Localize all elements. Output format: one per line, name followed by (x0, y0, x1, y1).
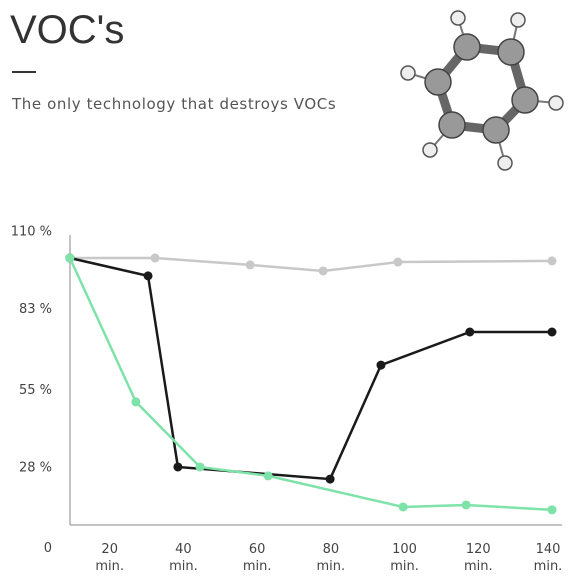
data-point (325, 474, 335, 484)
data-point (547, 256, 557, 266)
x-tick-label: 100 min. (390, 542, 419, 574)
x-tick-label: 140 min. (533, 542, 563, 574)
data-point (318, 266, 328, 276)
data-point (461, 500, 471, 510)
data-point (173, 462, 183, 472)
molecule (400, 10, 564, 171)
y-tick-label: 110 % (11, 225, 52, 240)
title: VOC's (10, 8, 125, 52)
x-tick-label: 20 min. (95, 542, 125, 574)
series-line (69, 256, 552, 481)
data-point (245, 260, 255, 270)
series-line (69, 256, 553, 273)
divider (12, 71, 36, 73)
data-point (65, 253, 75, 263)
x-tick-label: 60 min. (242, 542, 272, 574)
y-tick-label: 83 % (19, 302, 52, 317)
data-point (393, 257, 403, 267)
subtitle: The only technology that destroys VOCs (12, 95, 337, 113)
data-point (547, 327, 557, 337)
x-tick-label: 80 min. (316, 542, 346, 574)
y-tick-label: 55 % (19, 383, 52, 398)
data-point (150, 253, 160, 263)
y-tick-label: 0 (44, 541, 52, 556)
data-point (143, 271, 153, 281)
data-point (195, 462, 205, 472)
data-point (131, 397, 141, 407)
series-line (68, 257, 553, 512)
x-tick-label: 40 min. (169, 542, 198, 574)
data-point (547, 505, 557, 515)
x-tick-label: 120 min. (463, 542, 493, 574)
y-tick-label: 28 % (19, 461, 52, 476)
data-point (376, 360, 386, 370)
data-point (465, 327, 475, 337)
data-point (398, 502, 408, 512)
data-point (263, 471, 273, 481)
